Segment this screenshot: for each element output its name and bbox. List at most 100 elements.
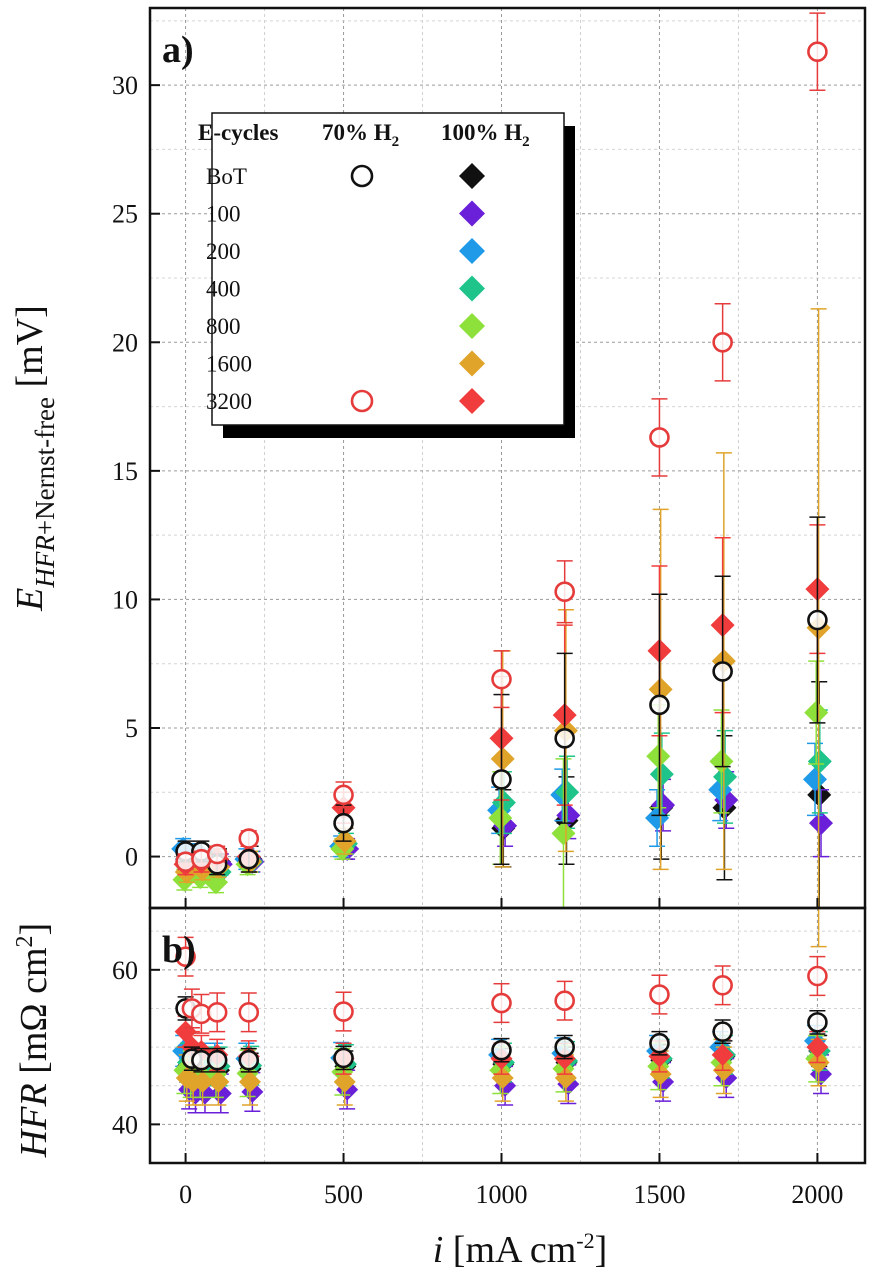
x-axis-label: i [mA cm-2]	[433, 1228, 608, 1271]
data-point-circle	[649, 1032, 670, 1054]
data-point-circle	[238, 848, 260, 870]
y-tick-label-b: 40	[112, 1110, 138, 1139]
data-point-circle	[491, 992, 512, 1014]
x-ticks-b: 0 500 1000 1500 2000	[179, 1153, 843, 1209]
series-bot-70-h2-b	[175, 996, 828, 1073]
y-tick-label-a: 0	[125, 843, 138, 872]
legend-marker-circle	[350, 164, 374, 188]
data-point-diamond	[238, 1070, 261, 1093]
y-ticks-b: 40 60	[112, 956, 160, 1139]
x-tick-label: 0	[179, 1180, 192, 1209]
legend-marker-diamond	[459, 388, 485, 414]
y-label-b-sup: 2	[12, 935, 38, 947]
data-point-diamond	[804, 700, 829, 725]
axes-frame-b	[148, 906, 867, 1165]
legend-header-100-sub: 2	[522, 134, 530, 150]
data-point-circle	[333, 812, 354, 834]
data-point-diamond	[203, 870, 228, 895]
data-point-diamond	[649, 762, 674, 787]
y-label-a-sub-rest: +Nernst-free	[30, 397, 60, 535]
data-point-circle	[175, 946, 196, 967]
legend-header-70-sub: 2	[392, 134, 400, 150]
data-point-diamond	[646, 744, 671, 769]
panel-b: 40 60 0 500 1000 1500 2000 b) HFR [mΩ cm2] i …	[12, 906, 867, 1271]
data-point-circle	[712, 331, 733, 353]
legend-label-1600: 1600	[206, 352, 252, 377]
legend-marker-circle	[350, 389, 374, 413]
y-tick-label-b: 60	[112, 956, 138, 985]
data-point-diamond	[488, 806, 513, 830]
x-tick-label: 1500	[633, 1180, 685, 1209]
legend-label-BoT: BoT	[206, 164, 247, 189]
y-tick-label-a: 20	[112, 328, 138, 357]
y-tick-label-a: 10	[112, 585, 138, 614]
y-tick-label-a: 30	[112, 71, 138, 100]
y-label-b-main: HFR	[13, 1083, 55, 1158]
legend-label-400: 400	[206, 277, 241, 302]
y-label-b-unit: [mΩ cm	[13, 947, 55, 1083]
data-point-circle	[554, 727, 575, 749]
y-label-a-sub-italic: HFR	[30, 535, 60, 589]
y-label-b-close: ]	[13, 923, 55, 936]
legend-header-70: 70% H2	[322, 120, 399, 150]
data-point-diamond	[490, 746, 515, 771]
panel-label-a: a)	[162, 29, 194, 71]
legend-marker-diamond	[459, 238, 485, 264]
data-point-circle	[807, 609, 828, 631]
data-point-circle	[807, 1012, 828, 1033]
legend-box	[211, 112, 565, 426]
data-point-circle	[206, 843, 228, 865]
legend-marker-diamond	[459, 275, 485, 302]
series-3200-70-h2-a	[175, 12, 828, 873]
y-axis-label-a: EHFR+Nernst-free [mV]	[9, 305, 60, 612]
legend-header-70-main: 70% H	[322, 120, 392, 145]
data-point-circle	[554, 1036, 575, 1058]
x-label-close: ]	[595, 1229, 608, 1271]
data-point-circle	[333, 1001, 354, 1022]
panel-label-b: b)	[162, 929, 196, 971]
data-point-diamond	[807, 749, 832, 774]
data-point-diamond	[551, 821, 576, 846]
data-point-diamond	[207, 1070, 230, 1093]
x-tick-label: 2000	[791, 1180, 843, 1209]
y-tick-label-a: 15	[112, 457, 138, 486]
legend-marker-diamond	[459, 163, 485, 189]
data-point-diamond	[648, 677, 673, 702]
data-point-circle	[206, 1049, 228, 1071]
data-point-circle	[649, 694, 670, 716]
data-point-circle	[491, 1039, 512, 1061]
data-point-circle	[649, 427, 670, 448]
x-label-main: i	[433, 1229, 444, 1271]
legend-label-200: 200	[206, 239, 241, 264]
data-point-circle	[333, 1047, 354, 1069]
data-point-circle	[333, 784, 354, 806]
data-point-diamond	[333, 1070, 356, 1093]
data-point-circle	[554, 990, 575, 1012]
x-tick-label: 1000	[476, 1180, 528, 1209]
data-point-diamond	[649, 1063, 672, 1086]
grid-b	[150, 908, 865, 1164]
data-point-circle	[649, 984, 670, 1005]
data-point-diamond	[645, 806, 670, 830]
data-point-diamond	[806, 1036, 829, 1059]
data-point-circle	[238, 828, 260, 849]
legend: E-cycles 70% H2 100% H2 BoT1002004008001…	[198, 112, 575, 438]
data-point-diamond	[809, 811, 834, 836]
data-point-diamond	[709, 749, 734, 774]
legend-label-100: 100	[206, 202, 241, 227]
legend-label-800: 800	[206, 314, 241, 339]
data-point-circle	[554, 581, 575, 603]
y-label-a-main: E	[9, 588, 51, 612]
data-point-diamond	[803, 767, 828, 792]
data-point-circle	[807, 41, 828, 63]
x-label-unit: [mA cm	[443, 1229, 576, 1271]
grid-a	[150, 8, 865, 908]
legend-marker-diamond	[459, 313, 485, 339]
data-point-circle	[807, 965, 828, 987]
data-point-circle	[491, 668, 512, 690]
data-point-diamond	[711, 1043, 734, 1066]
data-point-circle	[712, 974, 733, 996]
legend-label-3200: 3200	[206, 389, 252, 414]
data-point-diamond	[555, 780, 580, 805]
